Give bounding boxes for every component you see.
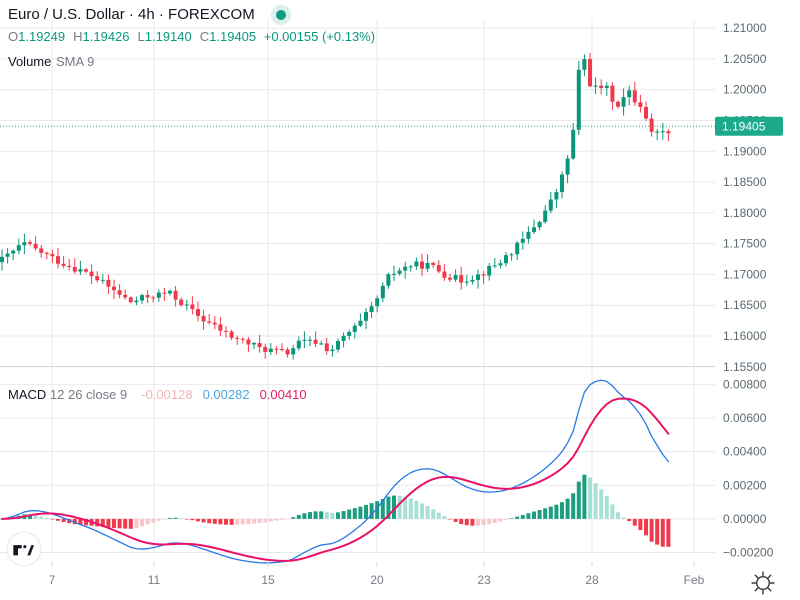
svg-text:1.17000: 1.17000 [723,267,767,281]
svg-text:1.20000: 1.20000 [723,83,767,97]
svg-text:28: 28 [585,573,599,587]
svg-text:23: 23 [477,573,491,587]
svg-text:15: 15 [261,573,275,587]
svg-text:1.21000: 1.21000 [723,21,767,35]
svg-text:0.00600: 0.00600 [723,411,767,425]
svg-text:0.00400: 0.00400 [723,445,767,459]
svg-text:SMA 9: SMA 9 [56,54,94,69]
svg-text:20: 20 [370,573,384,587]
svg-text:1.18500: 1.18500 [723,175,767,189]
svg-text:1.19405: 1.19405 [722,119,766,133]
svg-text:−0.00200: −0.00200 [723,546,774,560]
svg-text:11: 11 [148,573,161,587]
svg-text:0.00800: 0.00800 [723,377,767,391]
svg-text:1.20500: 1.20500 [723,52,767,66]
svg-text:1.19000: 1.19000 [723,144,767,158]
svg-text:0.00000: 0.00000 [723,512,767,526]
svg-text:1.16000: 1.16000 [723,329,767,343]
svg-text:1.15500: 1.15500 [723,360,767,374]
svg-text:7: 7 [49,573,56,587]
svg-text:0.00200: 0.00200 [723,478,767,492]
svg-text:Feb: Feb [684,573,705,587]
svg-text:Euro / U.S. Dollar · 4h · FORE: Euro / U.S. Dollar · 4h · FOREXCOM [8,6,255,23]
svg-text:1.16500: 1.16500 [723,298,767,312]
svg-text:1.17500: 1.17500 [723,237,767,251]
svg-text:Volume: Volume [8,54,51,69]
svg-text:1.18000: 1.18000 [723,206,767,220]
